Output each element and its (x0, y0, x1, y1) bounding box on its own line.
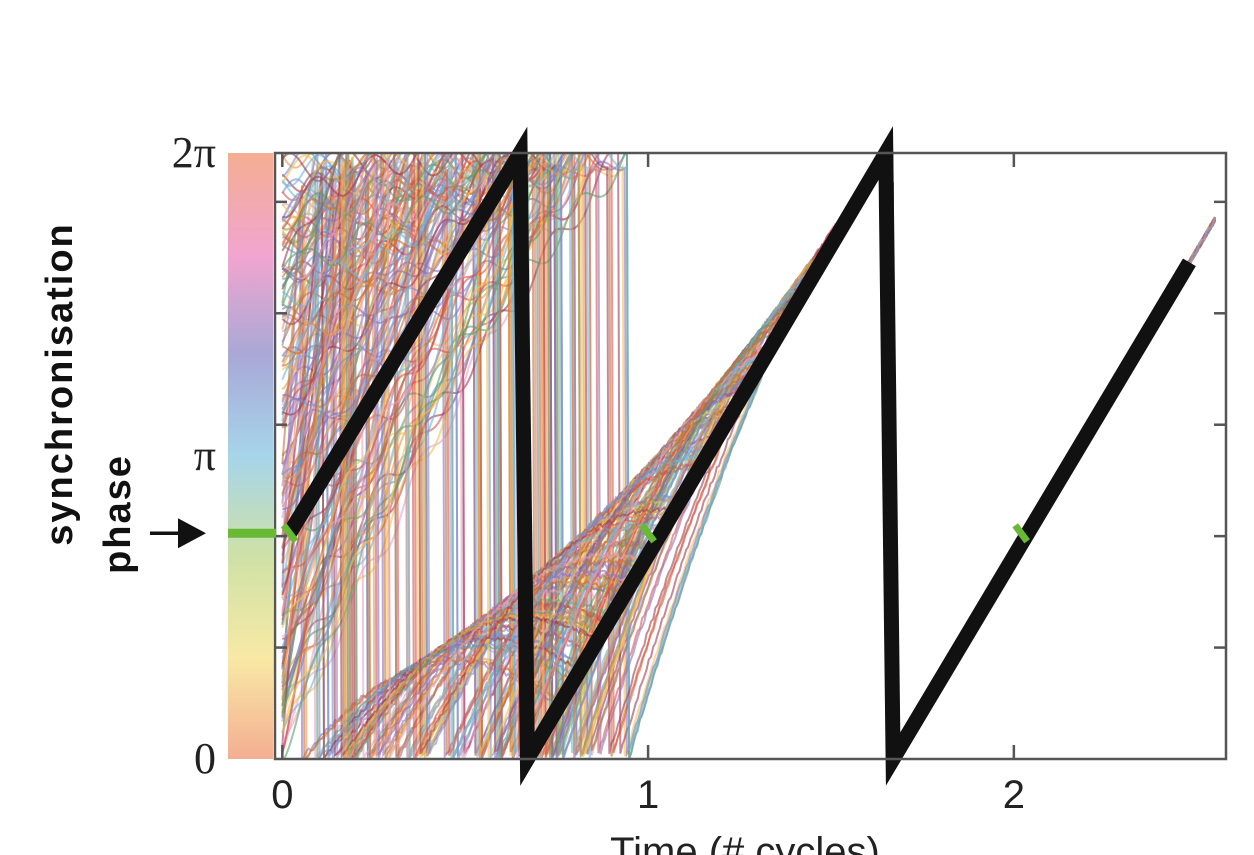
y-axis-label-line1: synchronisation (39, 222, 81, 546)
sync-phase-arrow-icon (178, 518, 206, 549)
y-axis-label-line2: phase (97, 454, 139, 574)
phase-colorbar (228, 153, 273, 759)
phase-crossing-marker (1012, 523, 1030, 544)
phase-crossing-marker (280, 523, 299, 544)
y-tick-label: π (194, 431, 216, 480)
phase-crossing-marker (639, 523, 657, 544)
x-axis-label: Time (# cycles) (610, 830, 880, 855)
phase-crossing-markers (280, 523, 1030, 544)
y-axis-ticks: 0 π 2π (172, 128, 216, 783)
x-axis-ticks: 0 1 2 (271, 153, 1025, 817)
highlight-trajectory (283, 126, 1196, 786)
plot-frame (273, 151, 1228, 761)
x-tick-label: 0 (271, 773, 293, 817)
x-tick-label: 1 (637, 773, 659, 817)
y-tick-label: 0 (194, 734, 216, 783)
x-tick-label: 2 (1003, 773, 1025, 817)
right-axis-ticks (275, 200, 1226, 649)
y-tick-label: 2π (172, 128, 216, 177)
